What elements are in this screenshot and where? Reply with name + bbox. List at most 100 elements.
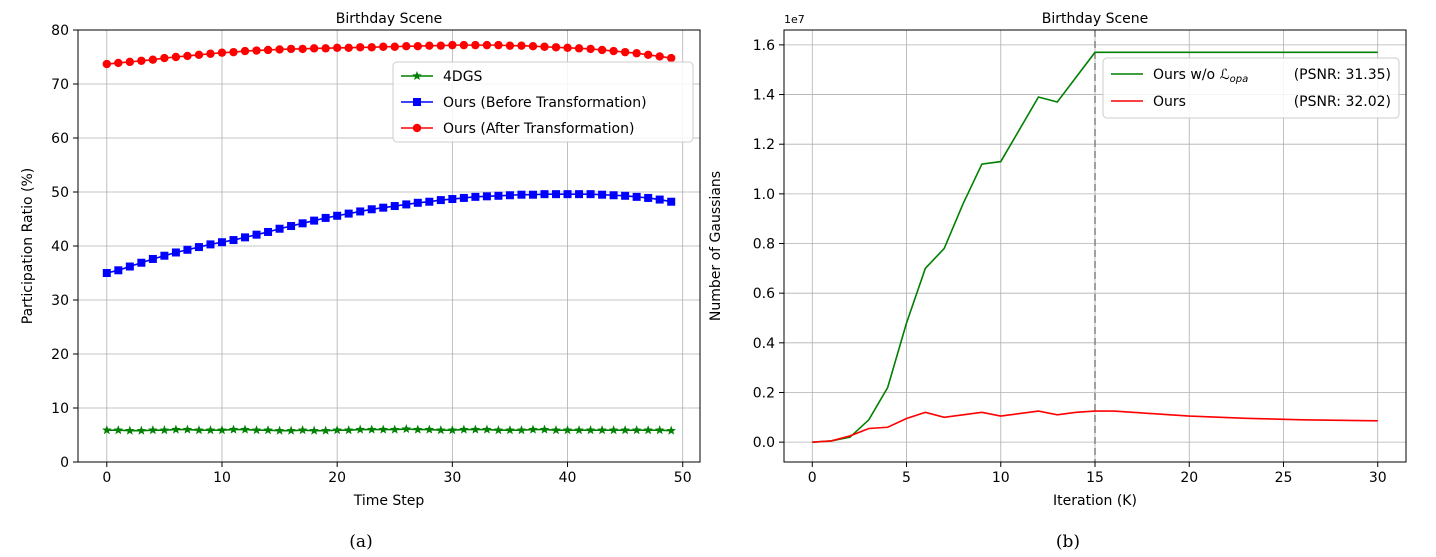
x-tick-label: 30 — [443, 470, 461, 486]
data-point — [343, 425, 354, 435]
data-point — [413, 424, 423, 434]
data-point — [471, 192, 480, 201]
data-point — [355, 424, 365, 434]
y-tick-label: 1.0 — [753, 187, 775, 203]
data-point — [597, 45, 607, 55]
data-point — [241, 233, 250, 242]
data-point — [562, 425, 573, 435]
legend-box — [392, 61, 694, 143]
data-point — [667, 197, 676, 206]
data-point — [183, 51, 192, 61]
data-point — [148, 55, 158, 64]
data-point — [505, 425, 515, 435]
data-point — [309, 425, 319, 435]
y-tick-label: 1.2 — [753, 137, 775, 153]
data-point — [551, 425, 561, 435]
data-point — [425, 41, 434, 50]
data-point — [275, 45, 284, 54]
data-point — [620, 47, 630, 57]
legend-psnr: (PSNR: 31.35) — [1294, 67, 1391, 83]
data-point — [286, 44, 296, 54]
y-tick-label: 50 — [51, 185, 69, 201]
data-point — [333, 211, 342, 220]
data-point — [125, 262, 134, 271]
data-point — [517, 41, 526, 50]
data-point — [356, 43, 365, 52]
data-point — [102, 59, 111, 69]
data-point — [667, 53, 676, 63]
data-point — [321, 44, 330, 53]
data-point — [413, 198, 422, 207]
data-point — [217, 425, 227, 435]
data-point — [528, 42, 538, 51]
data-point — [274, 425, 285, 435]
data-point — [493, 425, 504, 435]
data-point — [608, 425, 619, 435]
data-point — [632, 192, 641, 201]
data-point — [321, 213, 330, 222]
data-point — [379, 203, 388, 212]
data-point — [620, 425, 630, 435]
data-point — [551, 43, 561, 52]
data-point — [655, 52, 664, 61]
data-point — [436, 41, 446, 50]
data-point — [390, 424, 400, 434]
data-point — [448, 195, 457, 204]
x-tick-label: 5 — [902, 470, 911, 486]
data-point — [436, 196, 445, 205]
y-tick-label: 70 — [51, 77, 69, 93]
data-point — [494, 191, 503, 200]
data-point — [459, 193, 468, 202]
y-tick-label: 20 — [51, 347, 69, 363]
data-point — [332, 43, 342, 53]
data-point — [252, 46, 261, 55]
data-point — [494, 40, 503, 50]
legend-marker — [412, 123, 422, 133]
y-tick-label: 40 — [51, 239, 69, 255]
x-tick-label: 50 — [674, 470, 692, 486]
y-tick-label: 1.6 — [753, 38, 775, 54]
data-point — [229, 47, 238, 57]
data-point — [517, 190, 526, 199]
data-point — [366, 424, 377, 434]
x-axis-label: Time Step — [353, 493, 425, 509]
data-point — [125, 425, 135, 435]
data-point — [264, 227, 273, 236]
data-point — [263, 425, 273, 435]
data-point — [482, 424, 492, 434]
data-point — [113, 425, 124, 435]
data-point — [552, 190, 561, 199]
data-point — [575, 190, 584, 199]
data-point — [194, 425, 204, 435]
data-point — [436, 425, 446, 435]
x-tick-label: 20 — [328, 470, 346, 486]
data-point — [240, 46, 250, 56]
data-point — [402, 42, 411, 51]
data-point — [643, 425, 653, 435]
data-point — [655, 195, 664, 204]
data-point — [379, 42, 388, 51]
data-point — [229, 236, 238, 245]
y-tick-label: 0.0 — [753, 435, 775, 451]
data-point — [528, 424, 538, 434]
x-tick-label: 15 — [1086, 470, 1104, 486]
legend-marker — [413, 98, 421, 106]
data-point — [597, 425, 607, 435]
data-point — [102, 425, 112, 435]
data-point — [228, 424, 239, 434]
axis-scale-label: 1e7 — [784, 13, 805, 26]
y-axis-label: Number of Gaussians — [708, 171, 724, 321]
data-point — [632, 49, 641, 58]
data-point — [471, 40, 480, 50]
x-tick-label: 0 — [102, 470, 111, 486]
legend-label: Ours — [1153, 94, 1186, 110]
data-point — [194, 50, 204, 60]
data-point — [505, 191, 514, 200]
y-tick-label: 1.4 — [753, 88, 775, 104]
data-point — [125, 57, 135, 67]
data-point — [287, 222, 296, 231]
y-tick-label: 0 — [60, 455, 69, 471]
data-point — [367, 205, 376, 214]
y-tick-label: 10 — [51, 401, 69, 417]
